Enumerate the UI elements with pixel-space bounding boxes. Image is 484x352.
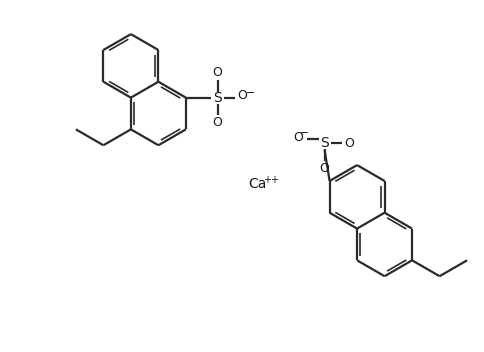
Text: O: O <box>237 89 247 102</box>
Text: O: O <box>212 66 222 79</box>
Text: Ca: Ca <box>248 177 267 191</box>
Text: O: O <box>292 131 302 144</box>
Text: O: O <box>212 116 222 129</box>
Text: −: − <box>300 128 309 138</box>
Text: S: S <box>213 90 222 105</box>
Text: O: O <box>319 162 329 175</box>
Text: ++: ++ <box>262 175 278 185</box>
Text: S: S <box>319 136 328 150</box>
Text: −: − <box>245 88 255 98</box>
Text: O: O <box>344 137 354 150</box>
